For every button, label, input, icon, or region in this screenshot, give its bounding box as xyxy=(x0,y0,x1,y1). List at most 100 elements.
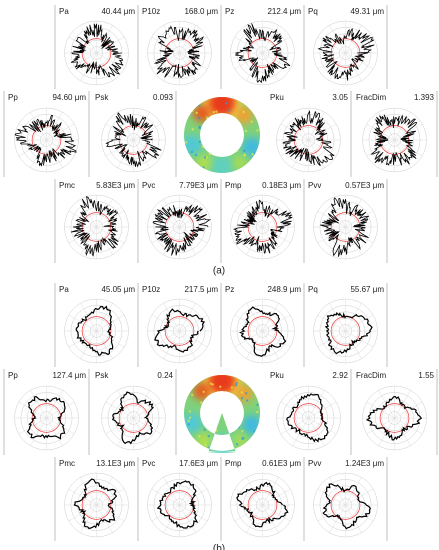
map-speck xyxy=(188,410,192,413)
map-speck xyxy=(209,382,213,385)
polar-spoke xyxy=(280,401,309,419)
polar-spoke xyxy=(345,477,362,506)
polar-spoke xyxy=(234,488,263,506)
map-speck xyxy=(184,382,187,385)
polar-spoke xyxy=(246,25,263,54)
parameter-name: Pq xyxy=(308,285,318,294)
polar-spoke xyxy=(345,36,374,54)
map-speck xyxy=(227,109,231,112)
polar-spoke xyxy=(329,330,346,359)
polar-spoke xyxy=(317,36,346,54)
parameter-value: 1.393 xyxy=(414,93,435,102)
map-speck xyxy=(235,443,239,446)
map-speck xyxy=(247,444,250,448)
profile-trace xyxy=(111,391,154,445)
profile-trace xyxy=(14,115,77,167)
map-speck xyxy=(254,160,258,163)
polar-spoke xyxy=(46,417,63,446)
polar-spoke xyxy=(292,139,309,168)
polar-spoke xyxy=(30,112,47,141)
map-speck xyxy=(201,145,204,149)
polar-spoke xyxy=(96,504,113,533)
reference-circle xyxy=(164,316,195,346)
polar-spoke xyxy=(308,417,337,435)
map-speck xyxy=(211,383,214,386)
polar-spoke xyxy=(329,303,346,332)
reference-circle xyxy=(379,403,410,433)
map-speck xyxy=(198,140,201,144)
map-speck xyxy=(232,140,235,144)
map-blob xyxy=(235,106,253,124)
map-speck xyxy=(213,395,216,399)
map-speck xyxy=(256,446,259,449)
parameter-name: Pvv xyxy=(308,181,321,190)
polar-spoke xyxy=(117,139,134,168)
map-speck xyxy=(188,416,192,419)
parameter-name: Psk xyxy=(95,93,109,102)
map-speck xyxy=(230,115,233,119)
polar-spoke xyxy=(96,25,113,54)
map-speck xyxy=(207,446,210,450)
polar-spoke xyxy=(179,199,196,228)
profile-trace xyxy=(370,114,418,166)
polar-spoke xyxy=(345,210,374,228)
parameter-value: 13.1E3 μm xyxy=(96,459,135,468)
parameter-name: Pku xyxy=(270,93,284,102)
polar-spoke xyxy=(96,303,113,332)
parameter-value: 248.9 μm xyxy=(267,285,301,294)
polar-spoke xyxy=(151,488,180,506)
profile-trace xyxy=(322,483,372,530)
map-speck xyxy=(234,383,238,387)
polar-spoke xyxy=(46,390,63,419)
parameter-value: 217.5 μm xyxy=(184,285,218,294)
map-speck xyxy=(205,116,209,119)
polar-spoke xyxy=(329,199,346,228)
map-blob xyxy=(193,382,211,400)
map-speck xyxy=(194,153,198,157)
map-speck xyxy=(190,393,194,397)
polar-spoke xyxy=(366,417,395,435)
polar-spoke xyxy=(366,401,395,419)
map-speck xyxy=(195,380,198,383)
map-speck xyxy=(249,168,252,172)
map-speck xyxy=(196,442,200,445)
parameter-name: Pp xyxy=(8,371,18,380)
reference-circle xyxy=(81,212,112,242)
polar-spoke xyxy=(262,330,291,348)
parameter-value: 17.6E3 μm xyxy=(179,459,218,468)
polar-spoke xyxy=(18,417,47,435)
parameter-value: 0.61E3 μm xyxy=(262,459,301,468)
map-blob xyxy=(233,434,247,448)
map-speck xyxy=(191,109,194,113)
map-speck xyxy=(216,405,220,408)
map-blob xyxy=(210,433,234,453)
parameter-value: 0.18E3 μm xyxy=(262,181,301,190)
map-speck xyxy=(189,166,192,169)
parameter-value: 0.57E3 μm xyxy=(345,181,384,190)
profile-trace xyxy=(324,312,373,355)
map-speck xyxy=(225,143,228,147)
polar-spoke xyxy=(262,488,291,506)
polar-spoke xyxy=(246,52,263,81)
polar-spoke xyxy=(46,401,75,419)
polar-spoke xyxy=(262,504,279,533)
polar-spoke xyxy=(317,210,346,228)
polar-spoke xyxy=(151,314,180,332)
map-speck xyxy=(258,110,260,113)
polar-spoke xyxy=(117,112,134,141)
polar-spoke xyxy=(345,504,362,533)
polar-spoke xyxy=(262,25,279,54)
polar-spoke xyxy=(308,139,325,168)
polar-spoke xyxy=(262,52,279,81)
polar-spoke xyxy=(46,139,75,157)
map-speck xyxy=(233,150,236,154)
height-map xyxy=(184,375,260,453)
parameter-value: 45.05 μm xyxy=(101,285,135,294)
polar-spoke xyxy=(151,330,180,348)
map-speck xyxy=(184,113,188,116)
polar-spoke xyxy=(163,199,180,228)
profile-trace xyxy=(236,481,289,528)
polar-spoke xyxy=(179,504,196,533)
map-speck xyxy=(203,413,207,416)
